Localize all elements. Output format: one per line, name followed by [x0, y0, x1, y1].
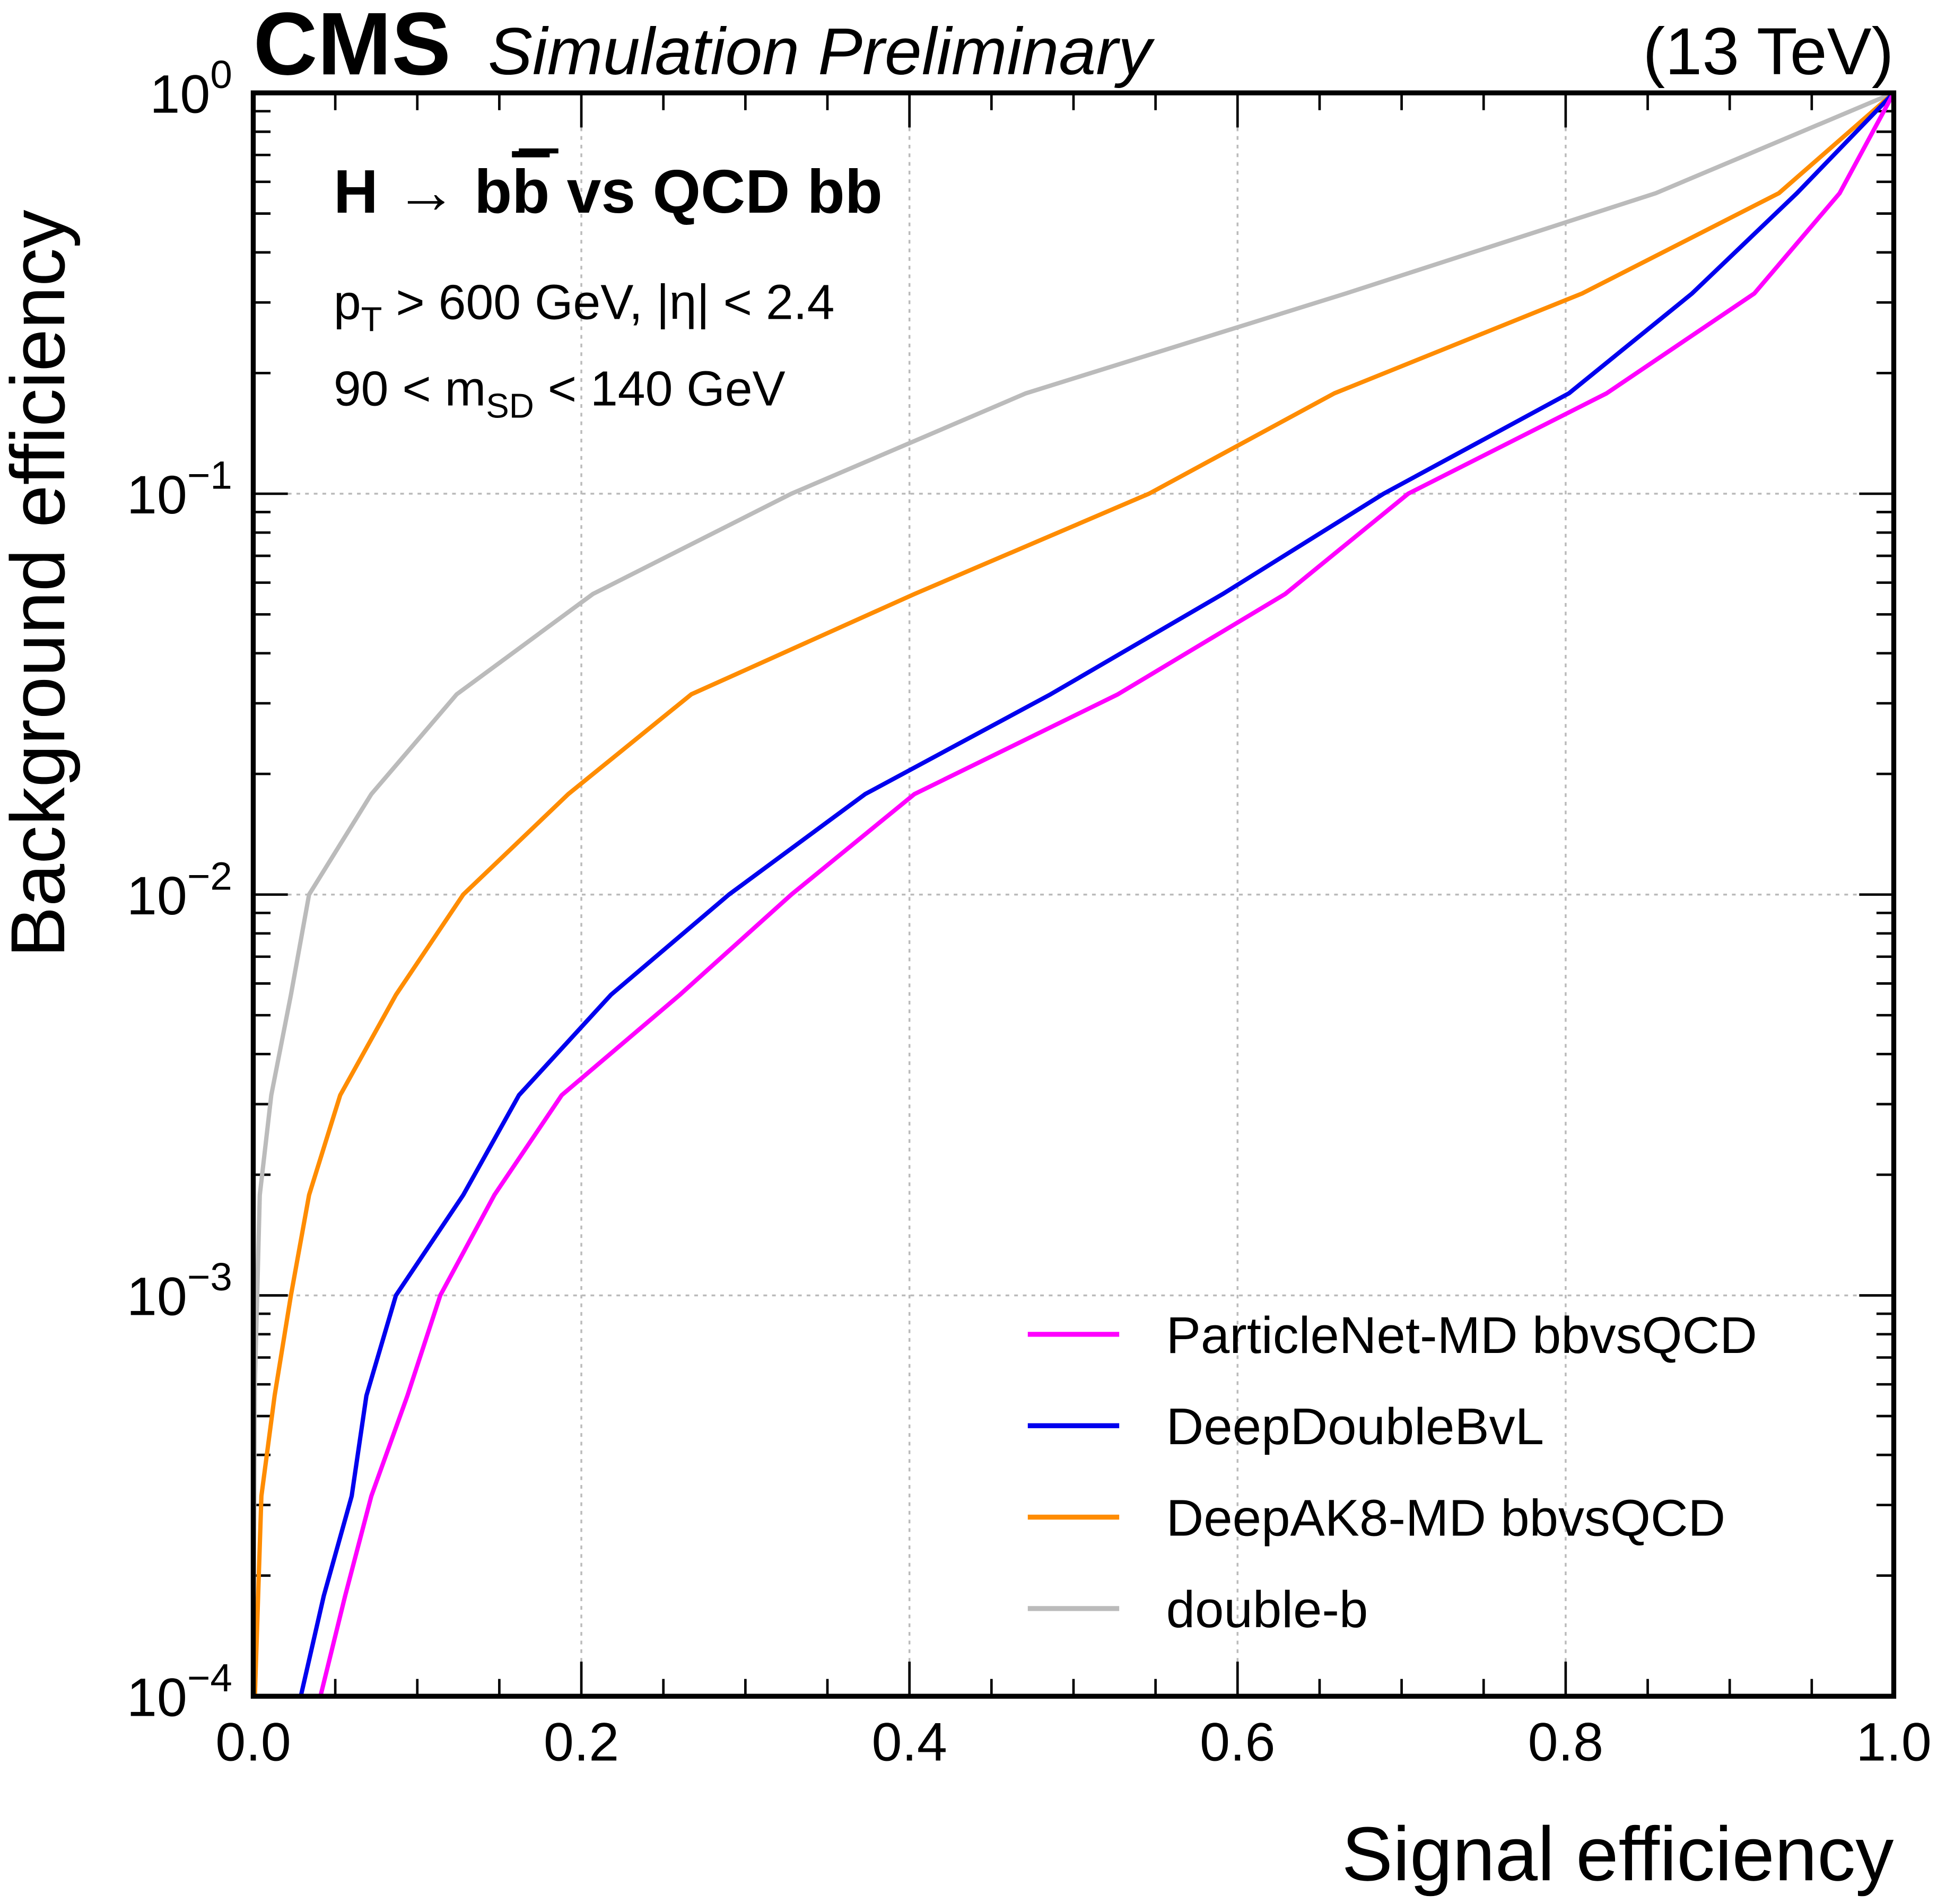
tick-labels: 0.0 0.2 0.4 0.6 0.8 1.0 100 10−1 10−2 10−3 10−4 — [127, 53, 1932, 1772]
y-axis-title: Background efficiency — [0, 209, 81, 957]
y-tick-label: 100 — [150, 53, 232, 125]
y-tick-label: 10−3 — [127, 1255, 232, 1327]
roc-curve-double-b — [251, 91, 1895, 1697]
curves — [251, 91, 1896, 1697]
cms-label: CMS — [253, 0, 451, 93]
grid — [253, 93, 1894, 1697]
process-annotation: H → bb vs QCD bb — [334, 157, 883, 226]
msd-annotation: 90 < mSD < 140 GeV — [334, 361, 786, 425]
y-tick-label: 10−1 — [127, 453, 232, 526]
x-tick-label: 0.4 — [871, 1711, 947, 1772]
energy-label: (13 TeV) — [1643, 14, 1894, 89]
legend-label: DeepAK8-MD bbvsQCD — [1166, 1488, 1726, 1547]
x-tick-label: 1.0 — [1856, 1711, 1931, 1772]
axis-ticks — [252, 93, 1895, 1698]
legend: ParticleNet-MD bbvsQCD DeepDoubleBvL DeepA… — [1027, 1306, 1757, 1638]
x-tick-label: 0.2 — [544, 1711, 619, 1772]
status-label: Simulation Preliminary — [488, 14, 1155, 89]
plot-frame — [250, 90, 1897, 1699]
x-axis-title: Signal efficiency — [1342, 1811, 1894, 1897]
x-tick-label: 0.8 — [1528, 1711, 1603, 1772]
y-tick-label: 10−4 — [127, 1656, 232, 1728]
roc-curve-particlenet-md-bbvsqcd — [318, 92, 1896, 1697]
legend-label: DeepDoubleBvL — [1166, 1397, 1544, 1455]
pt-annotation: pT > 600 GeV, |η| < 2.4 — [334, 274, 835, 338]
roc-curve-deepak8-md-bbvsqcd — [252, 91, 1896, 1697]
x-tick-label: 0.6 — [1200, 1711, 1275, 1772]
y-tick-label: 10−2 — [127, 854, 232, 926]
legend-label: double-b — [1166, 1580, 1368, 1638]
legend-label: ParticleNet-MD bbvsQCD — [1166, 1306, 1757, 1364]
roc-curve-deepdoublebvl — [299, 91, 1896, 1697]
x-tick-label: 0.0 — [215, 1711, 291, 1772]
